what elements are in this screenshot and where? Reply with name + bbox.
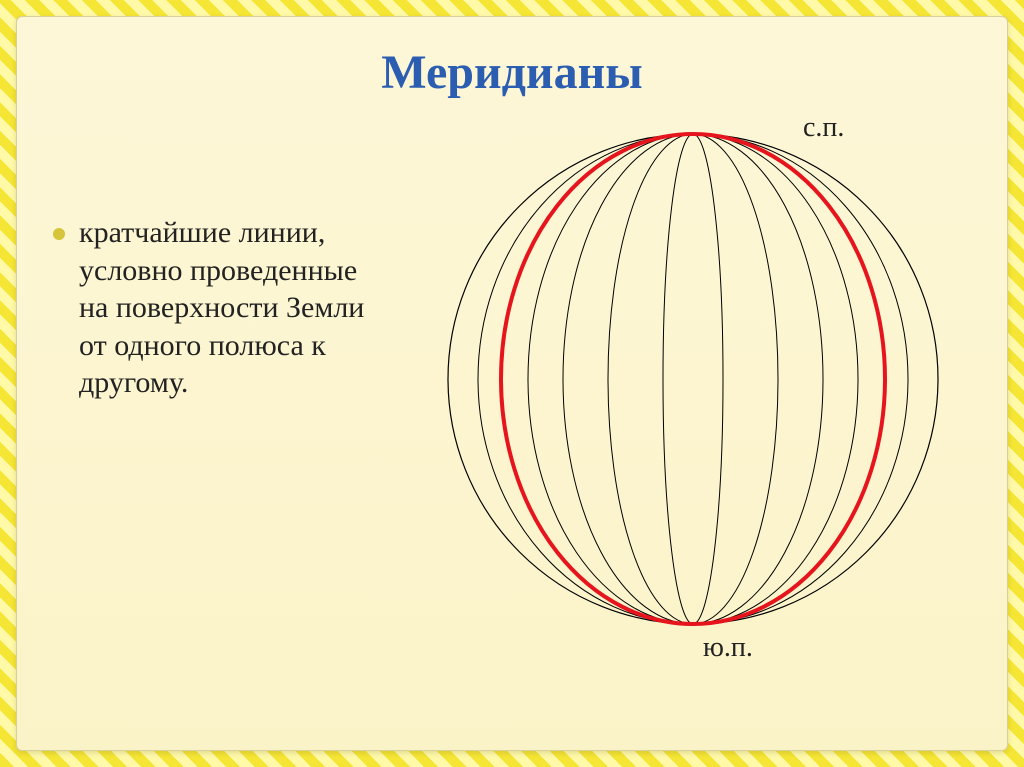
bullet-item: кратчайшие линии, условно проведенные на… [53, 214, 383, 402]
description-text: кратчайшие линии, условно проведенные на… [79, 214, 383, 402]
content-row: кратчайшие линии, условно проведенные на… [53, 124, 971, 684]
bullet-dot-icon [53, 228, 65, 240]
diagram-column: с.п. ю.п. [403, 124, 971, 684]
slide-card: Меридианы кратчайшие линии, условно пров… [16, 16, 1008, 751]
striped-frame: Меридианы кратчайшие линии, условно пров… [0, 0, 1024, 767]
globe-diagram [433, 124, 953, 644]
slide-title: Меридианы [53, 45, 971, 100]
south-pole-label: ю.п. [703, 632, 753, 664]
text-column: кратчайшие линии, условно проведенные на… [53, 124, 383, 402]
